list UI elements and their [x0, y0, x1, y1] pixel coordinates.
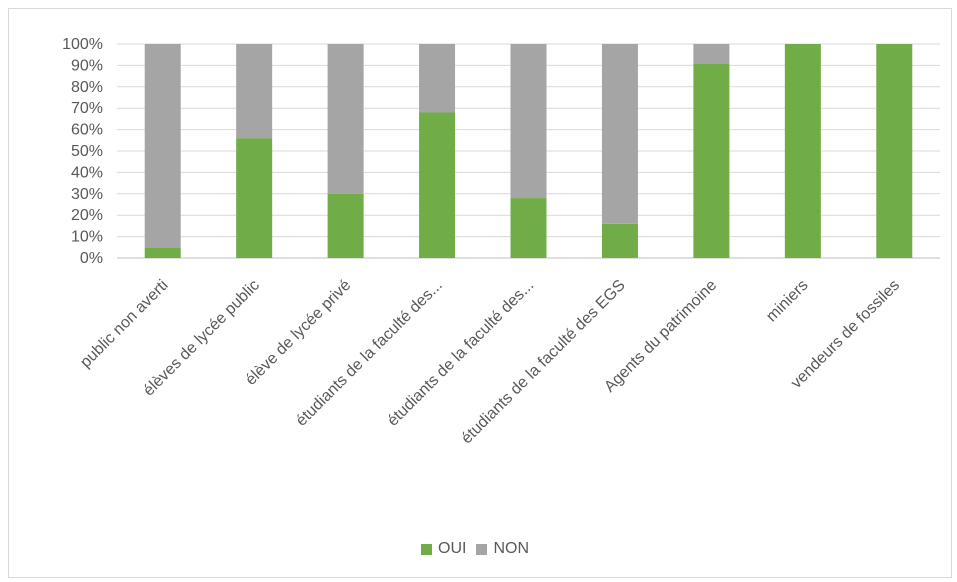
legend-item-oui: OUI [421, 540, 466, 558]
bar-segment-oui [693, 63, 730, 259]
bar-segment-oui [236, 138, 273, 258]
bar-segment-oui [601, 223, 638, 258]
y-tick-label: 0% [80, 250, 103, 267]
y-tick-label: 50% [71, 143, 103, 160]
y-tick-label: 60% [71, 122, 103, 139]
legend-swatch-non [476, 543, 488, 555]
y-tick-label: 20% [71, 207, 103, 224]
y-tick-label: 10% [71, 229, 103, 246]
legend-item-non: NON [476, 540, 529, 558]
y-tick-label: 70% [71, 100, 103, 117]
y-axis-ticks: 0% 10% 20% 30% 40% 50% 60% 70% 80% 90% 100% [62, 36, 103, 267]
bars [144, 44, 913, 259]
bar-segment-oui [876, 44, 913, 258]
bar-segment-non [510, 44, 547, 199]
bar-segment-oui [510, 198, 547, 258]
x-category-label: public non averti [77, 277, 171, 371]
bar-segment-oui [144, 247, 181, 258]
y-tick-label: 80% [71, 79, 103, 96]
y-tick-label: 90% [71, 57, 103, 74]
bar-segment-non [327, 44, 364, 194]
bar-segment-oui [327, 193, 364, 258]
legend-swatch-oui [421, 543, 432, 555]
x-category-label: étudiants de la faculté des... [384, 277, 537, 430]
legend-label-oui: OUI [438, 540, 467, 557]
bar-segment-non [144, 44, 181, 248]
legend-label-non: NON [493, 540, 530, 557]
y-tick-label: 30% [71, 186, 103, 203]
bar-segment-oui [419, 112, 456, 258]
y-tick-label: 40% [71, 164, 103, 181]
x-category-label: miniers [763, 277, 811, 325]
x-category-label: étudiants de la faculté des... [293, 277, 446, 430]
bar-segment-non [601, 44, 638, 224]
bar-segment-non [419, 44, 456, 113]
bar-segment-non [693, 44, 730, 64]
bar-segment-oui [784, 44, 821, 258]
x-category-label: étudiants de la faculté des EGS [458, 277, 629, 448]
legend: OUI NON [421, 540, 529, 558]
bar-segment-non [236, 44, 273, 139]
y-tick-label: 100% [62, 36, 103, 53]
